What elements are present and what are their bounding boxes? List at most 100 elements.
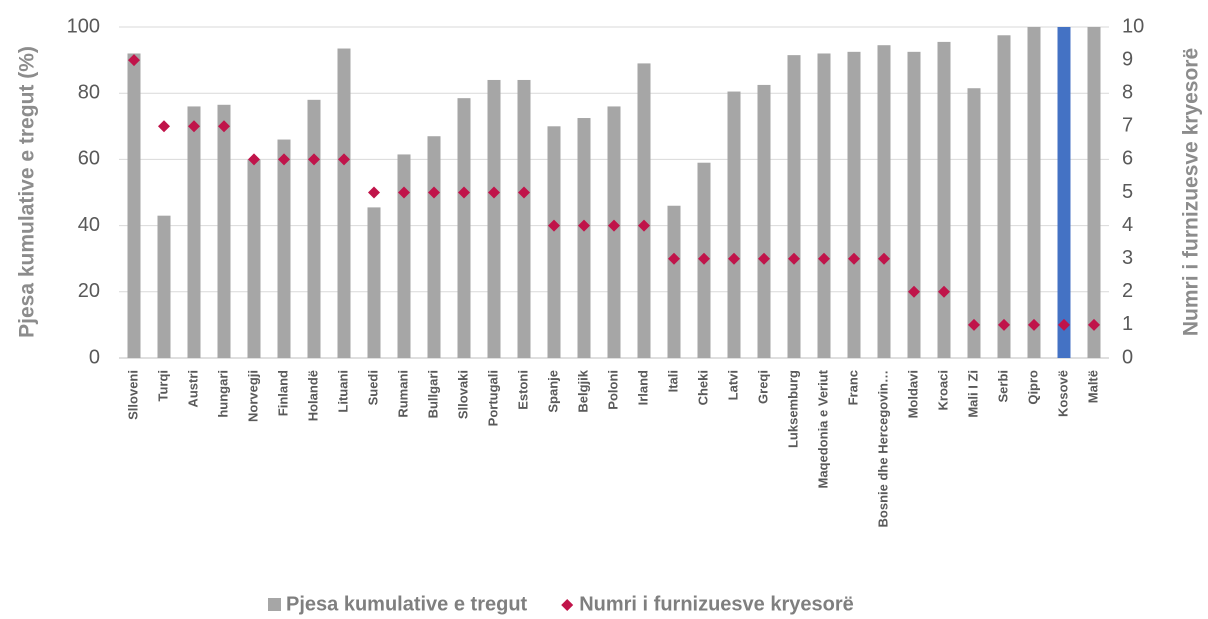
- marker: [998, 318, 1010, 331]
- x-tick-label: Serbi: [995, 370, 1010, 403]
- y-tick-label: 20: [78, 280, 100, 302]
- x-tick-label: Rumani: [395, 370, 410, 418]
- legend-label: Pjesa kumulative e tregut: [286, 593, 528, 615]
- bar: [817, 53, 831, 358]
- bar: [607, 106, 621, 358]
- x-tick-label: Portugali: [485, 370, 500, 426]
- y2-tick-label: 6: [1122, 148, 1133, 170]
- bar: [787, 55, 801, 358]
- x-tick-label: Cheki: [695, 370, 710, 405]
- bar: [187, 106, 201, 358]
- x-tick-label: Mali I Zi: [965, 370, 980, 418]
- bar: [577, 118, 591, 359]
- marker: [968, 318, 980, 331]
- x-tick-label: Latvi: [725, 370, 740, 400]
- marker: [698, 252, 710, 265]
- bar: [847, 51, 861, 358]
- x-tick-label: Franc: [845, 370, 860, 405]
- bar: [637, 63, 651, 358]
- y2-tick-label: 5: [1122, 181, 1133, 203]
- x-tick-label: Sllovaki: [455, 370, 470, 419]
- marker: [548, 219, 560, 232]
- x-tick-label: Bullgari: [425, 370, 440, 418]
- bar: [997, 35, 1011, 359]
- x-tick-label: Finland: [275, 370, 290, 416]
- marker: [668, 252, 680, 265]
- marker: [578, 219, 590, 232]
- marker: [848, 252, 860, 265]
- bar: [877, 45, 891, 358]
- marker: [878, 252, 890, 265]
- x-tick-label: Norvegji: [245, 370, 260, 422]
- y2-tick-label: 3: [1122, 247, 1133, 269]
- bar: [1027, 27, 1041, 358]
- bar: [727, 91, 741, 359]
- y-tick-label: 80: [78, 81, 100, 103]
- y-tick-label: 100: [67, 15, 100, 37]
- x-tick-label: hungari: [215, 370, 230, 418]
- x-tick-label: Qipro: [1025, 370, 1040, 405]
- legend-swatch: [561, 599, 574, 611]
- x-tick-label: Kroaci: [935, 370, 950, 410]
- x-tick-label: Slloveni: [125, 370, 140, 420]
- bar: [217, 104, 231, 358]
- x-tick-label: Itali: [665, 370, 680, 392]
- marker: [638, 219, 650, 232]
- bar: [907, 51, 921, 358]
- y2-tick-label: 10: [1122, 15, 1144, 37]
- marker: [788, 252, 800, 265]
- x-tick-label: Moldavi: [905, 370, 920, 418]
- x-tick-label: Turqi: [155, 370, 170, 402]
- y2-axis-title: Numri i furnizuesve kryesorë: [1180, 48, 1203, 336]
- marker: [938, 285, 950, 298]
- bar: [427, 136, 441, 358]
- x-tick-label: Austri: [185, 370, 200, 408]
- y-tick-label: 0: [89, 346, 100, 368]
- marker: [158, 120, 170, 133]
- x-tick-label: Estoni: [515, 370, 530, 410]
- bar: [457, 98, 471, 358]
- bar: [307, 99, 321, 358]
- legend-label: Numri i furnizuesve kryesorë: [579, 593, 854, 615]
- x-tick-label: Holandë: [305, 370, 320, 421]
- y-tick-label: 40: [78, 214, 100, 236]
- y2-tick-label: 2: [1122, 280, 1133, 302]
- y2-tick-label: 0: [1122, 346, 1133, 368]
- marker: [1088, 318, 1100, 331]
- legend: Pjesa kumulative e tregut Numri i furnizu…: [268, 593, 854, 615]
- marker: [338, 153, 350, 166]
- bar: [1087, 27, 1101, 358]
- bar: [157, 215, 171, 358]
- y2-tick-label: 8: [1122, 81, 1133, 103]
- marker: [908, 285, 920, 298]
- y2-tick-label: 7: [1122, 115, 1133, 137]
- x-tick-label: Irland: [635, 370, 650, 405]
- x-tick-label: Spanje: [545, 370, 560, 413]
- x-tick-label: Suedi: [365, 370, 380, 405]
- bar: [937, 41, 951, 359]
- marker: [458, 186, 470, 199]
- y2-tick-label: 9: [1122, 48, 1133, 70]
- y-axis-title: Pjesa kumulative e tregut (%): [16, 46, 39, 338]
- marker: [128, 54, 140, 67]
- marker: [608, 219, 620, 232]
- x-tick-label: Maqedonia e Veriut: [815, 369, 830, 488]
- y2-tick-label: 4: [1122, 214, 1133, 236]
- marker: [278, 153, 290, 166]
- bar: [517, 79, 531, 359]
- x-tick-label: Maltë: [1085, 370, 1100, 403]
- marker: [728, 252, 740, 265]
- x-tick-label: Luksemburg: [785, 370, 800, 448]
- marker: [188, 120, 200, 133]
- bar: [277, 139, 291, 358]
- legend-swatch: [268, 598, 281, 611]
- x-tick-label: Belgjik: [575, 369, 590, 412]
- marker: [428, 186, 440, 199]
- marker: [308, 153, 320, 166]
- x-tick-label: Greqi: [755, 370, 770, 404]
- marker: [518, 186, 530, 199]
- bar: [127, 53, 141, 358]
- x-tick-label: Bosnie dhe Hercegovin…: [875, 370, 890, 527]
- marker: [248, 153, 260, 166]
